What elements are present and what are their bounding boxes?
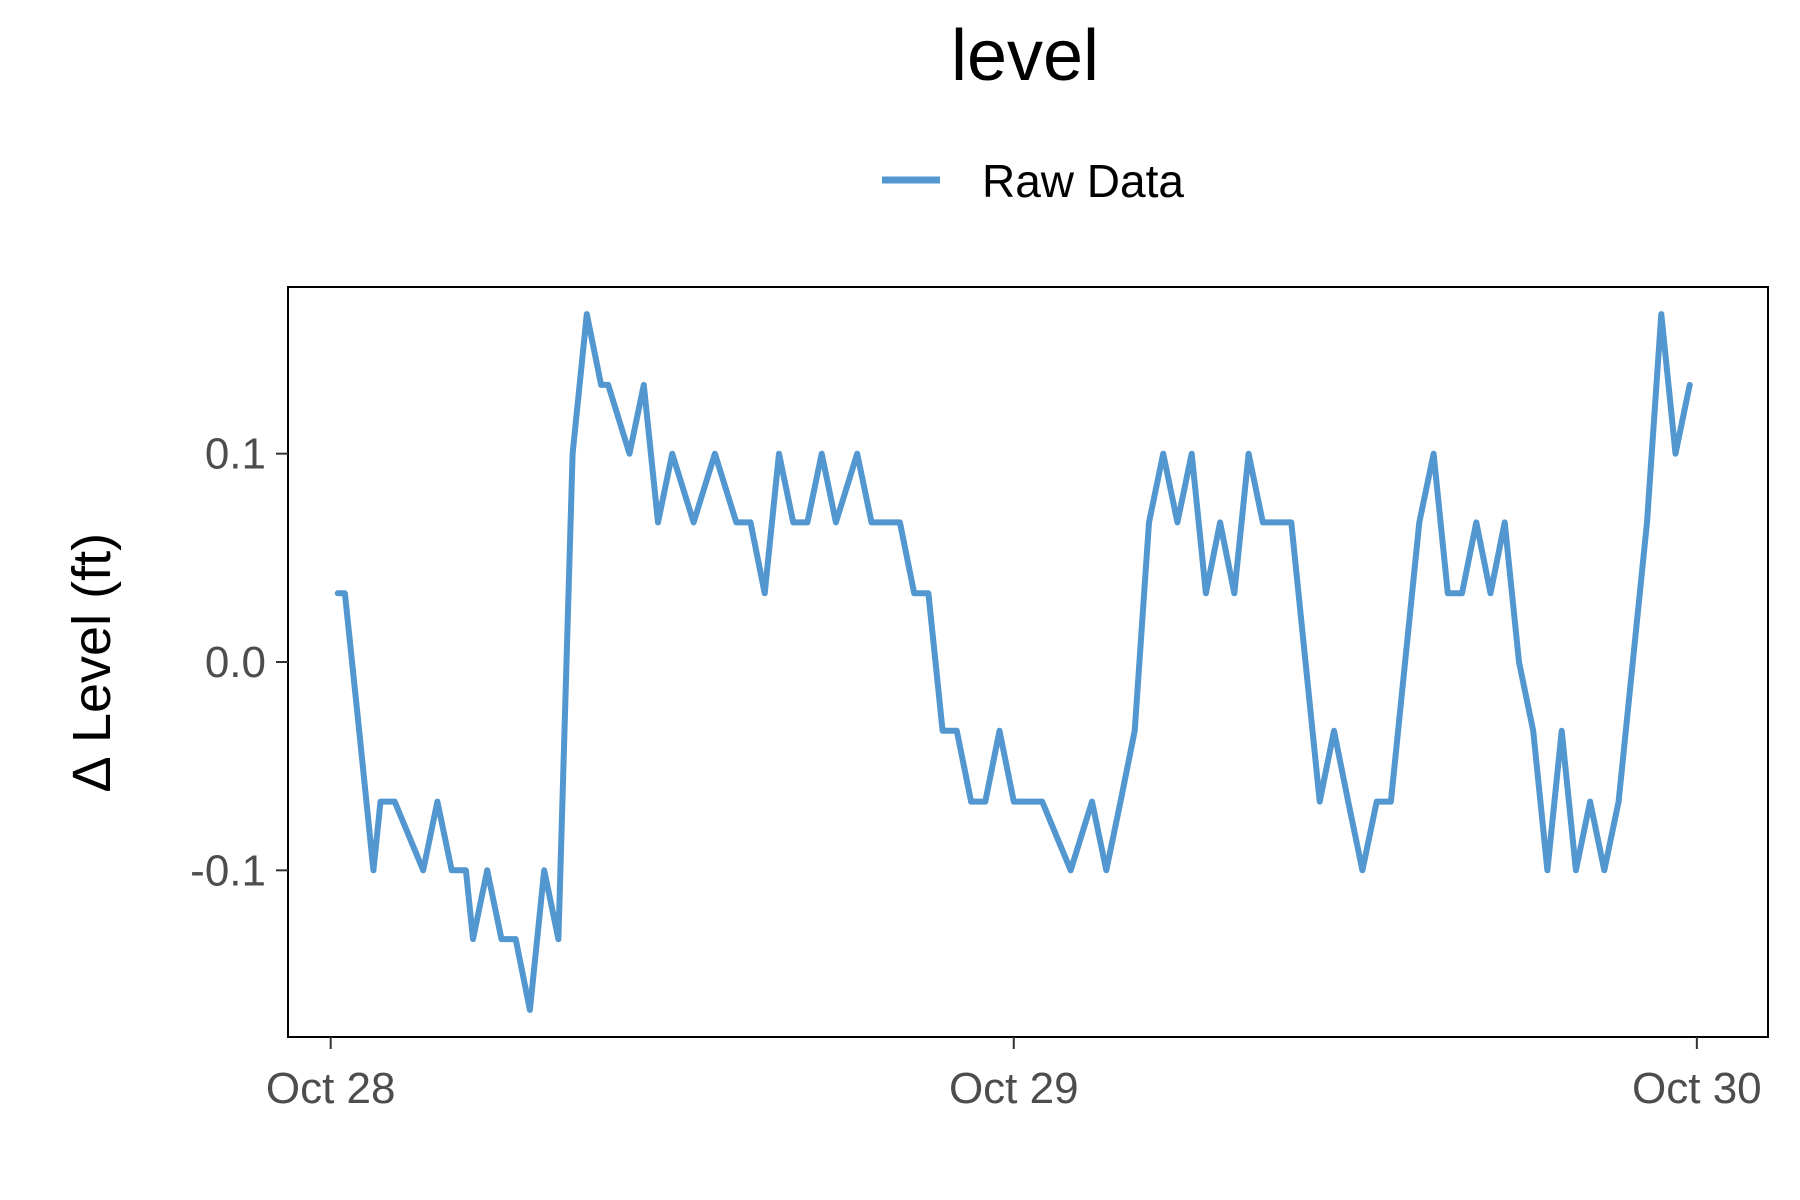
x-tick-label: Oct 29 bbox=[949, 1064, 1079, 1113]
x-tick-label: Oct 28 bbox=[266, 1064, 396, 1113]
y-tick-label: 0.1 bbox=[205, 430, 266, 479]
legend-label-raw-data: Raw Data bbox=[982, 155, 1184, 207]
x-axis: Oct 28 Oct 29 Oct 30 bbox=[266, 1037, 1762, 1113]
series-line-raw-data bbox=[334, 311, 1693, 1013]
y-tick-label: -0.1 bbox=[190, 846, 266, 895]
y-tick-label: 0.0 bbox=[205, 638, 266, 687]
x-tick-label: Oct 30 bbox=[1632, 1064, 1762, 1113]
y-axis: -0.1 0.0 0.1 bbox=[190, 430, 288, 895]
y-axis-title: ∆ Level (ft) bbox=[62, 533, 122, 791]
plot-panel-border bbox=[287, 286, 1769, 1038]
legend: Raw Data bbox=[882, 155, 1184, 207]
series-layer bbox=[334, 311, 1693, 1013]
chart-title: level bbox=[951, 16, 1099, 96]
